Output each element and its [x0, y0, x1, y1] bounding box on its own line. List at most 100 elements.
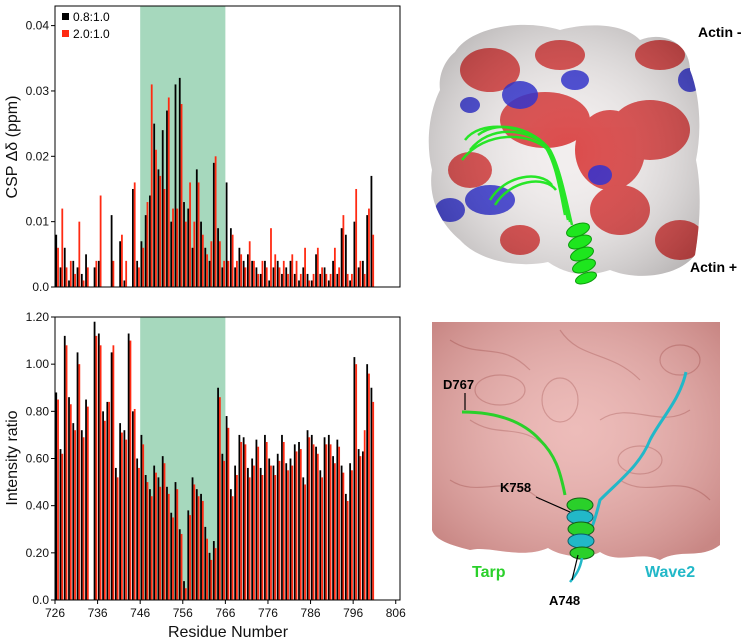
bar-red-800	[372, 401, 375, 600]
label-wave2: Wave2	[645, 564, 695, 581]
x-axis-ticks: 726 736 746 756 766 776 786 796 806	[45, 600, 406, 620]
bar-red-766	[227, 427, 230, 600]
bar-black-755	[178, 77, 181, 287]
bar-black-742	[123, 430, 126, 600]
bar-red-795	[351, 273, 353, 287]
electrostatic-surface-panel: Actin - Actin +	[428, 24, 742, 285]
bar-black-732	[80, 273, 83, 287]
bar-black-744	[132, 188, 134, 287]
bar-red-791	[333, 463, 336, 600]
y-tick-label: 1.20	[26, 310, 50, 324]
bar-black-785	[306, 430, 309, 600]
bar-black-779	[281, 273, 283, 287]
legend-swatch-red	[62, 30, 69, 37]
bar-black-745	[136, 458, 139, 600]
x-tick-label: 756	[173, 606, 193, 620]
bar-black-735	[93, 321, 96, 600]
bar-black-753	[170, 512, 173, 600]
highlight-region	[140, 6, 226, 287]
bar-black-750	[157, 477, 160, 600]
x-tick-label: 796	[343, 606, 363, 620]
bar-black-741	[119, 423, 122, 601]
bar-black-795	[349, 280, 352, 287]
bar-red-787	[316, 247, 319, 287]
bar-red-781	[291, 254, 294, 287]
y-tick-label: 0.20	[26, 546, 50, 560]
bar-red-785	[308, 437, 311, 600]
bar-red-763	[214, 156, 217, 287]
tarp-backbone	[461, 410, 567, 496]
highlight-region	[140, 317, 226, 600]
bar-black-767	[229, 489, 232, 600]
bar-red-792	[338, 446, 341, 600]
bar-black-760	[200, 493, 202, 601]
bar-red-788	[321, 267, 323, 287]
bar-black-799	[366, 215, 369, 287]
bar-red-753	[172, 208, 174, 287]
bar-red-757	[189, 182, 191, 287]
bar-black-732	[80, 430, 83, 600]
bar-black-763	[212, 541, 215, 600]
bar-black-761	[204, 247, 207, 287]
bar-red-788	[321, 477, 323, 600]
bar-red-749	[155, 149, 157, 287]
bar-red-742	[125, 439, 128, 600]
bar-red-786	[312, 273, 315, 287]
bar-black-796	[353, 221, 356, 287]
bar-red-748	[150, 84, 153, 287]
bar-black-777	[272, 267, 275, 287]
bar-black-771	[247, 254, 249, 287]
bar-red-746	[142, 444, 145, 600]
tarp-peptide-ensemble	[461, 125, 574, 226]
y-axis-ticks: 0.0 0.20 0.40 0.60 0.80 1.00 1.20	[26, 310, 55, 607]
y-axis-label-csp: CSP Δδ (ppm)	[4, 96, 21, 199]
y-tick-label: 0.02	[26, 149, 50, 163]
bar-red-764	[218, 241, 221, 287]
wave2-tail	[569, 557, 584, 583]
bar-red-741	[121, 234, 123, 287]
bar-black-765	[221, 453, 224, 600]
bar-black-782	[293, 273, 296, 287]
bar-red-727	[61, 208, 64, 287]
bar-black-742	[123, 280, 126, 287]
label-actin-minus: Actin -	[698, 24, 742, 40]
bar-red-771	[248, 477, 251, 600]
bar-black-751	[161, 130, 164, 287]
bar-black-731	[76, 352, 79, 601]
bar-black-754	[174, 84, 177, 287]
bar-black-728	[63, 335, 66, 600]
bar-red-743	[129, 340, 132, 600]
bar-black-785	[306, 273, 309, 287]
bar-black-783	[298, 280, 300, 287]
bar-red-793	[342, 215, 345, 287]
bar-red-778	[278, 460, 281, 600]
bar-black-793	[340, 228, 343, 287]
bar-red-799	[368, 208, 370, 287]
bar-red-744	[133, 182, 136, 287]
x-tick-label: 746	[130, 606, 150, 620]
bar-red-773	[257, 446, 260, 600]
bar-black-791	[332, 260, 334, 287]
bar-red-772	[253, 260, 255, 287]
label-a748: A748	[549, 593, 580, 608]
bar-red-754	[176, 489, 179, 600]
bar-red-771	[248, 241, 251, 287]
pointer-a748	[571, 554, 579, 581]
bar-red-735	[95, 260, 98, 287]
y-tick-label: 0.40	[26, 499, 50, 513]
bar-red-789	[325, 273, 328, 287]
bar-black-786	[310, 434, 313, 600]
bar-black-752	[166, 486, 168, 600]
label-k758: K758	[500, 480, 531, 495]
bar-black-763	[212, 162, 215, 287]
bar-black-783	[298, 441, 300, 600]
wave2-backbone	[586, 371, 688, 536]
bar-black-731	[76, 267, 79, 287]
x-tick-label: 786	[301, 606, 321, 620]
bar-red-774	[261, 475, 264, 600]
bar-black-758	[191, 477, 194, 600]
bar-black-729	[68, 280, 70, 287]
bar-black-760	[200, 221, 202, 287]
bar-red-761	[206, 538, 208, 600]
bar-red-732	[82, 437, 85, 600]
